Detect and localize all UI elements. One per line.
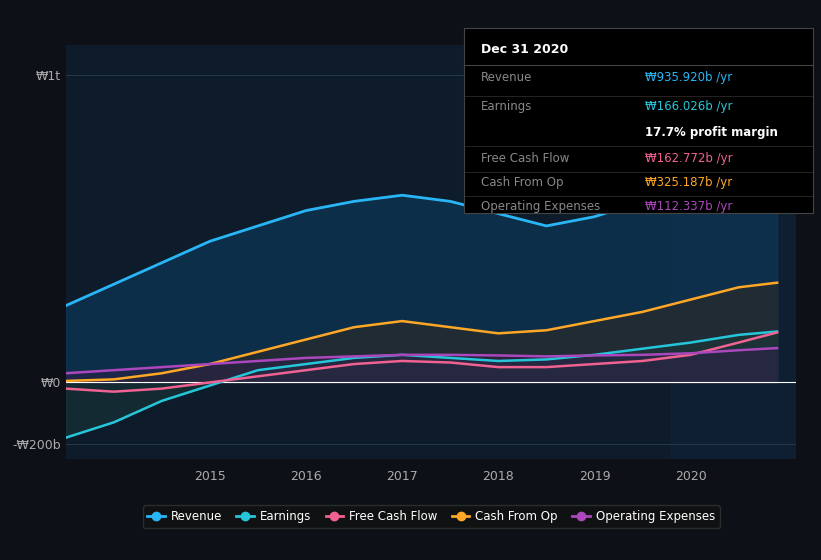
Text: Dec 31 2020: Dec 31 2020 <box>481 43 569 56</box>
Text: Operating Expenses: Operating Expenses <box>481 200 600 213</box>
Text: Revenue: Revenue <box>481 71 533 83</box>
Text: ₩112.337b /yr: ₩112.337b /yr <box>645 200 732 213</box>
Legend: Revenue, Earnings, Free Cash Flow, Cash From Op, Operating Expenses: Revenue, Earnings, Free Cash Flow, Cash … <box>143 506 719 528</box>
Text: ₩162.772b /yr: ₩162.772b /yr <box>645 152 733 165</box>
Text: ₩935.920b /yr: ₩935.920b /yr <box>645 71 732 83</box>
Bar <box>672 45 796 459</box>
Text: Earnings: Earnings <box>481 100 533 113</box>
Text: Free Cash Flow: Free Cash Flow <box>481 152 570 165</box>
Text: Cash From Op: Cash From Op <box>481 176 564 189</box>
Text: 17.7% profit margin: 17.7% profit margin <box>645 126 778 139</box>
Text: ₩325.187b /yr: ₩325.187b /yr <box>645 176 732 189</box>
Text: ₩166.026b /yr: ₩166.026b /yr <box>645 100 733 113</box>
